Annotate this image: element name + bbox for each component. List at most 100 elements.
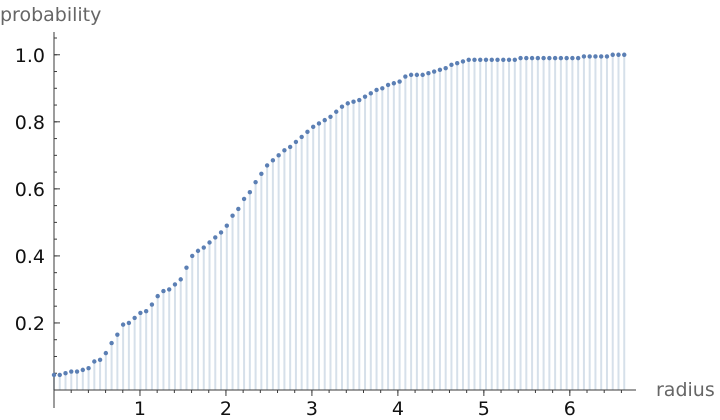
data-point (581, 54, 587, 59)
data-point (201, 245, 206, 250)
data-point (472, 57, 477, 62)
data-point (385, 82, 391, 88)
data-point (575, 55, 581, 61)
data-point (115, 332, 120, 337)
data-point (103, 350, 109, 356)
data-point (449, 62, 454, 68)
data-point (541, 55, 546, 61)
x-tick-label: 2 (220, 398, 232, 420)
data-point (149, 302, 155, 307)
data-point (311, 124, 316, 130)
data-point (247, 190, 253, 195)
y-tick-label: 0.2 (15, 313, 45, 335)
data-point (132, 315, 137, 321)
data-point (397, 79, 402, 84)
data-point (259, 171, 264, 176)
data-point (80, 367, 86, 373)
data-point (167, 287, 172, 292)
data-point (506, 57, 512, 62)
data-point (610, 52, 615, 57)
data-point (172, 282, 178, 287)
data-point (518, 55, 523, 61)
data-point (351, 99, 356, 104)
data-point (564, 55, 569, 61)
data-point (299, 134, 304, 140)
data-point (587, 54, 592, 59)
data-point (138, 310, 143, 316)
data-point (374, 87, 379, 93)
data-point (431, 69, 437, 74)
data-point (552, 55, 558, 61)
y-tick-label: 1.0 (15, 45, 45, 67)
data-point (334, 109, 339, 114)
data-point (616, 52, 621, 57)
data-point (466, 57, 471, 62)
data-point (426, 71, 431, 76)
data-point (143, 309, 149, 314)
data-point (161, 288, 166, 294)
data-point (501, 57, 506, 62)
points-layer (51, 52, 627, 378)
x-tick-label: 5 (478, 398, 490, 420)
data-point (236, 206, 241, 212)
data-point (305, 129, 310, 135)
data-point (495, 57, 500, 62)
data-point (512, 57, 517, 62)
x-tick-label: 1 (134, 398, 146, 420)
data-point (241, 196, 247, 202)
data-point (316, 121, 322, 126)
data-point (287, 144, 293, 150)
data-point (593, 54, 598, 59)
y-axis-title: probability (0, 4, 101, 26)
data-point (86, 366, 91, 371)
data-point (213, 235, 218, 240)
data-point (599, 54, 604, 59)
data-point (276, 153, 281, 158)
data-point (535, 55, 541, 61)
data-point (282, 148, 287, 153)
data-point (97, 357, 103, 363)
data-point (380, 86, 385, 91)
data-point (51, 372, 57, 378)
data-point (328, 114, 333, 119)
data-point (391, 81, 397, 86)
data-point (322, 117, 327, 123)
data-point (339, 104, 345, 109)
ticks-layer: 1 2 3 4 5 6 0.2 0.4 0.6 0.8 1.0 (15, 37, 622, 420)
data-point (570, 55, 575, 61)
data-point (293, 139, 299, 145)
data-point (63, 371, 68, 376)
data-point (420, 72, 425, 78)
data-point (478, 57, 483, 62)
data-point (190, 253, 195, 259)
data-point (230, 213, 235, 218)
data-point (270, 158, 276, 163)
data-point (483, 57, 489, 62)
data-point (489, 57, 494, 62)
data-point (403, 74, 408, 79)
x-axis-title: radius (656, 379, 715, 401)
data-point (92, 359, 97, 364)
y-tick-label: 0.4 (15, 246, 45, 268)
x-tick-label: 3 (306, 398, 318, 420)
y-tick-label: 0.6 (15, 179, 45, 201)
data-point (604, 54, 610, 59)
data-point (437, 67, 443, 73)
data-point (264, 163, 270, 168)
y-tick-label: 0.8 (15, 112, 45, 134)
data-point (195, 248, 201, 254)
data-point (414, 72, 420, 78)
data-point (443, 65, 448, 71)
data-point (120, 322, 126, 327)
x-tick-label: 6 (564, 398, 576, 420)
data-point (74, 369, 80, 374)
data-point (207, 240, 212, 245)
data-point (362, 94, 368, 99)
axes-layer (53, 32, 636, 408)
data-point (109, 340, 114, 346)
data-point (57, 372, 62, 378)
data-point (455, 60, 460, 66)
data-point (253, 179, 258, 185)
